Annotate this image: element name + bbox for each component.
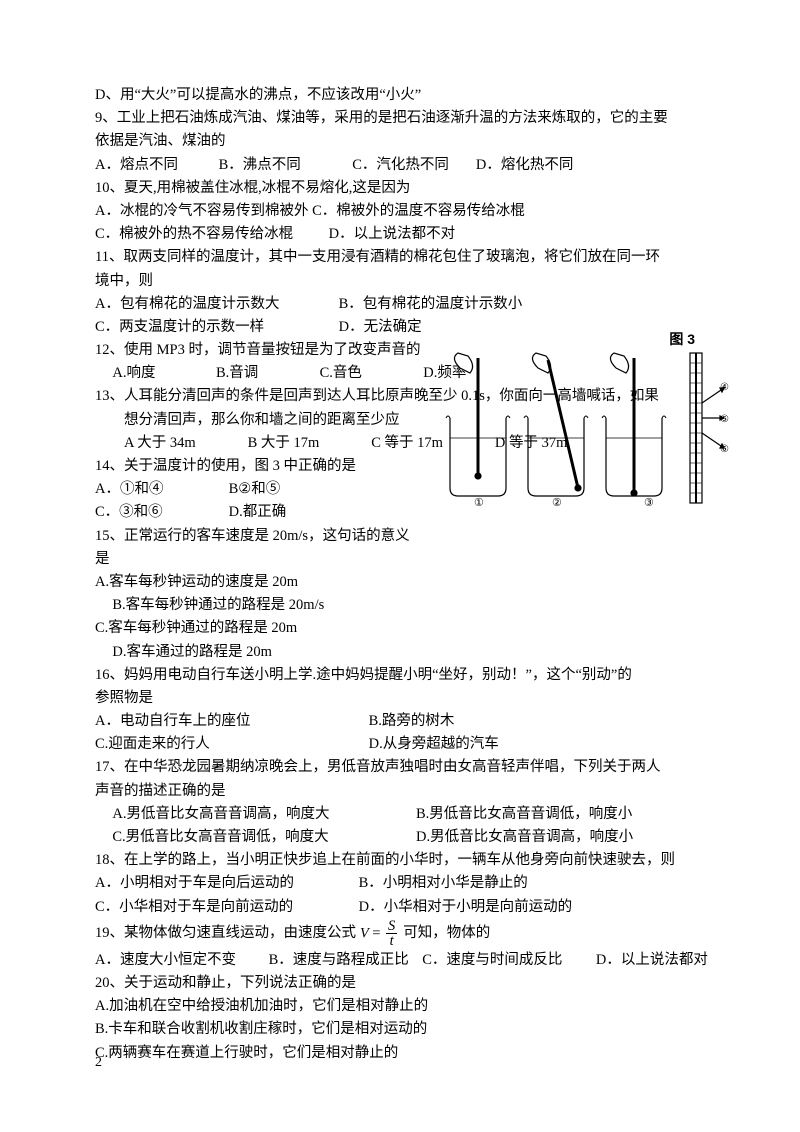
- q18-opts-2: C．小华相对于车是向前运动的 D．小华相对于小明是向前运动的: [95, 896, 720, 919]
- option-a: A 大于 34m: [124, 432, 244, 455]
- q10-opt-ac: A．冰棍的冷气不容易传到棉被外 C．棉被外的温度不容易传给冰棍: [95, 200, 720, 223]
- option-a: A．熔点不同: [95, 154, 215, 177]
- option-b: B.路旁的树木: [369, 713, 455, 729]
- label-1: ①: [474, 497, 484, 508]
- page-number: 2: [95, 1052, 102, 1074]
- q15-opt-b: B.客车每秒钟通过的路程是 20m/s: [112, 594, 442, 617]
- q18-stem: 18、在上学的路上，当小明正快步追上在前面的小华时，一辆车从他身旁向前快速驶去，…: [95, 849, 720, 872]
- figure-3-diagram: ① ② ③ ④ ⑤ ⑥: [440, 348, 730, 508]
- fraction: S t: [386, 919, 397, 949]
- q16-stem-1: 16、妈妈用电动自行车送小明上学.途中妈妈提醒小明“坐好，别动！”，这个“别动”…: [95, 664, 720, 687]
- option-b: B 大于 17m: [248, 432, 368, 455]
- label-3: ③: [644, 497, 654, 508]
- q17-stem-2: 声音的描述正确的是: [95, 780, 720, 803]
- option-d: D．以上说法都对: [596, 952, 708, 968]
- q9-stem-1: 9、工业上把石油炼成汽油、煤油等，采用的是把石油逐渐升温的方法来炼取的，它的主要: [95, 107, 720, 130]
- q15-opt-d: D.客车通过的路程是 20m: [112, 641, 720, 664]
- option-a: A．包有棉花的温度计示数大: [95, 293, 335, 316]
- option-d: D.男低音比女高音音调高，响度小: [416, 829, 633, 845]
- q19-stem-b: 可知，物体的: [403, 922, 490, 945]
- label-4: ④: [720, 382, 729, 393]
- option-b: B．沸点不同: [219, 154, 349, 177]
- option-c: C.音色: [320, 362, 420, 385]
- q15-stem-1: 15、正常运行的客车速度是 20m/s，这句话的意义: [95, 525, 425, 548]
- q20-stem: 20、关于运动和静止，下列说法正确的是: [95, 972, 720, 995]
- denominator: t: [386, 934, 397, 949]
- q16-stem-2: 参照物是: [95, 687, 720, 710]
- option-c: C．③和⑥: [95, 501, 225, 524]
- option-b: B②和⑤: [229, 481, 281, 497]
- option-a: A．速度大小恒定不变: [95, 949, 265, 972]
- q16-opts-1: A．电动自行车上的座位 B.路旁的树木: [95, 710, 720, 733]
- option-d: D．以上说法都不对: [329, 226, 455, 242]
- label-2: ②: [552, 497, 562, 508]
- q17-stem-1: 17、在中华恐龙园暑期纳凉晚会上，男低音放声独唱时由女高音轻声伴唱，下列关于两人: [95, 756, 720, 779]
- option-b: B．小明相对小华是静止的: [359, 875, 528, 891]
- numerator: S: [386, 919, 397, 935]
- formula-v-eq-s-over-t: V = S t: [360, 919, 399, 949]
- q17-opts-2: C.男低音比女高音音调低，响度大 D.男低音比女高音音调高，响度小: [112, 826, 720, 849]
- option-d: D．无法确定: [339, 319, 422, 335]
- var-V: V: [360, 925, 369, 941]
- q15-opt-c: C.客车每秒钟通过的路程是 20m: [95, 617, 720, 640]
- option-b: B.男低音比女高音音调低，响度小: [416, 806, 632, 822]
- option-c: C.男低音比女高音音调低，响度大: [112, 826, 412, 849]
- q11-stem-2: 境中，则: [95, 270, 720, 293]
- option-b: B.音调: [216, 362, 316, 385]
- q19-stem-a: 19、某物体做匀速直线运动，由速度公式: [95, 922, 356, 945]
- eq-sign: =: [372, 925, 380, 941]
- q11-opts-2: C．两支温度计的示数一样 D．无法确定: [95, 316, 720, 339]
- option-a: A．小明相对于车是向后运动的: [95, 872, 355, 895]
- q16-opts-2: C.迎面走来的行人 D.从身旁超越的汽车: [95, 733, 720, 756]
- q14-opts-2: C．③和⑥ D.都正确: [95, 501, 425, 524]
- q15-stem-2: 是: [95, 548, 425, 571]
- option-b: B．包有棉花的温度计示数小: [339, 296, 523, 312]
- q10-stem: 10、夏天,用棉被盖住冰棍,冰棍不易熔化,这是因为: [95, 177, 720, 200]
- q9-stem-2: 依据是汽油、煤油的: [95, 130, 720, 153]
- option-a: A.响度: [112, 362, 212, 385]
- q19-stem: 19、某物体做匀速直线运动，由速度公式 V = S t 可知，物体的: [95, 919, 720, 949]
- option-c: C．棉被外的热不容易传给冰棍: [95, 223, 325, 246]
- q11-opts-1: A．包有棉花的温度计示数大 B．包有棉花的温度计示数小: [95, 293, 720, 316]
- q14-opts-1: A．①和④ B②和⑤: [95, 478, 425, 501]
- q9-options: A．熔点不同 B．沸点不同 C．汽化热不同 D．熔化热不同: [95, 154, 720, 177]
- q20-opt-a: A.加油机在空中给授油机加油时，它们是相对静止的: [95, 995, 720, 1018]
- option-d: D.都正确: [229, 504, 287, 520]
- page-container: D、用“大火”可以提高水的沸点，不应该改用“小火” 9、工业上把石油炼成汽油、煤…: [0, 0, 800, 1132]
- label-6: ⑥: [720, 444, 729, 455]
- option-c: C.迎面走来的行人: [95, 733, 365, 756]
- q19-options: A．速度大小恒定不变 B．速度与路程成正比 C．速度与时间成反比 D．以上说法都…: [95, 949, 720, 972]
- option-c: C．汽化热不同: [352, 154, 472, 177]
- option-a: A．电动自行车上的座位: [95, 710, 365, 733]
- q20-opt-b: B.卡车和联合收割机收割庄稼时，它们是相对运动的: [95, 1018, 720, 1041]
- option-a: A.男低音比女高音音调高，响度大: [112, 803, 412, 826]
- option-c: C．速度与时间成反比: [422, 949, 592, 972]
- option-d: D．熔化热不同: [476, 154, 573, 177]
- q14-stem: 14、关于温度计的使用，图 3 中正确的是: [95, 455, 425, 478]
- option-c: C．小华相对于车是向前运动的: [95, 896, 355, 919]
- q15-opt-a: A.客车每秒钟运动的速度是 20m: [95, 571, 425, 594]
- option-c: C．两支温度计的示数一样: [95, 316, 335, 339]
- text-line: D、用“大火”可以提高水的沸点，不应该改用“小火”: [95, 84, 720, 107]
- q10-opt-cd: C．棉被外的热不容易传给冰棍 D．以上说法都不对: [95, 223, 720, 246]
- option-a: A．①和④: [95, 478, 225, 501]
- option-b: B．速度与路程成正比: [269, 949, 419, 972]
- option-d: D．小华相对于小明是向前运动的: [359, 899, 572, 915]
- q11-stem-1: 11、取两支同样的温度计，其中一支用浸有酒精的棉花包住了玻璃泡，将它们放在同一环: [95, 246, 720, 269]
- q18-opts-1: A．小明相对于车是向后运动的 B．小明相对小华是静止的: [95, 872, 720, 895]
- option-d: D.从身旁超越的汽车: [369, 736, 499, 752]
- q20-opt-c: C.两辆赛车在赛道上行驶时，它们是相对静止的: [95, 1042, 720, 1065]
- q17-opts-1: A.男低音比女高音音调高，响度大 B.男低音比女高音音调低，响度小: [112, 803, 720, 826]
- label-5: ⑤: [720, 414, 729, 425]
